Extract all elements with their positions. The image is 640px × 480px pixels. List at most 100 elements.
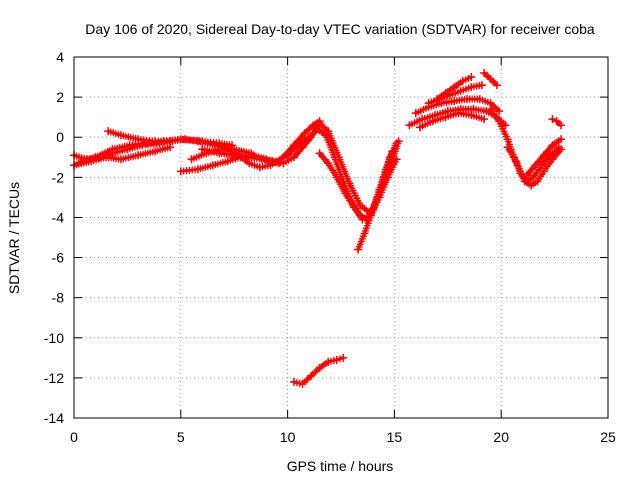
sample-mark	[465, 111, 473, 119]
sample-mark	[255, 155, 263, 163]
sample-mark	[502, 133, 510, 141]
sample-mark	[320, 130, 328, 138]
sample-mark	[527, 175, 535, 183]
y-tick-label: 2	[56, 89, 64, 105]
data-point	[522, 171, 531, 180]
sample-mark	[547, 158, 555, 166]
sample-mark	[206, 162, 214, 170]
sample-mark	[348, 201, 356, 209]
sample-mark	[106, 146, 114, 154]
sample-mark	[493, 115, 501, 123]
sample-mark	[140, 140, 148, 148]
data-point	[539, 151, 548, 160]
sample-mark	[484, 73, 492, 81]
data-point	[557, 145, 566, 154]
sample-mark	[473, 95, 481, 103]
sample-mark	[123, 142, 131, 150]
sample-mark	[536, 164, 544, 172]
sample-mark	[530, 163, 538, 171]
sample-mark	[457, 79, 465, 87]
sample-mark	[191, 166, 199, 174]
sample-mark	[422, 104, 430, 112]
sample-mark	[538, 153, 546, 161]
y-tick-label: -2	[52, 169, 65, 185]
sample-mark	[480, 107, 488, 115]
sample-mark	[448, 85, 456, 93]
sample-mark	[465, 84, 473, 92]
y-tick-label: 4	[56, 49, 64, 65]
sample-mark	[191, 137, 199, 145]
data-point	[315, 149, 324, 158]
sample-mark	[305, 374, 313, 382]
series-line	[292, 356, 345, 386]
plot-area-frame	[73, 56, 609, 419]
sample-mark	[322, 157, 330, 165]
x-tick-label: 15	[387, 429, 403, 445]
sample-mark	[132, 135, 140, 143]
sample-mark	[336, 355, 344, 363]
sample-mark	[200, 150, 208, 158]
sample-mark	[464, 74, 472, 82]
sample-mark	[303, 135, 311, 143]
y-tick-label: -6	[52, 250, 65, 266]
sample-mark	[228, 151, 236, 159]
sample-mark	[213, 149, 221, 157]
sample-mark	[475, 82, 483, 90]
sample-mark	[307, 123, 315, 131]
x-tick-label: 20	[493, 429, 509, 445]
sample-mark	[114, 130, 122, 138]
sample-mark	[164, 144, 172, 152]
x-tick-label: 0	[70, 429, 78, 445]
y-tick-label: -4	[52, 209, 65, 225]
y-tick-label: 0	[56, 129, 64, 145]
x-tick-label: 10	[280, 429, 296, 445]
sample-mark	[426, 118, 434, 126]
sample-mark	[209, 141, 217, 149]
sample-mark	[491, 79, 499, 87]
sample-mark	[331, 171, 339, 179]
sample-mark	[89, 154, 97, 162]
sample-mark	[440, 91, 448, 99]
data-series	[70, 69, 566, 388]
series-arc-17	[480, 69, 501, 90]
sample-mark	[520, 175, 528, 183]
chart-title: Day 106 of 2020, Sidereal Day-to-day VTE…	[85, 21, 595, 37]
sample-mark	[555, 137, 563, 145]
sample-mark	[330, 357, 338, 365]
sample-mark	[547, 143, 555, 151]
x-tick-label: 25	[600, 429, 616, 445]
y-tick-label: -12	[44, 370, 64, 386]
sample-mark	[277, 159, 285, 167]
y-axis-label: SDTVAR / TECUs	[6, 182, 22, 294]
data-point	[531, 161, 540, 170]
sample-mark	[448, 98, 456, 106]
series-arc-15	[433, 73, 476, 104]
sample-mark	[511, 155, 519, 163]
sample-mark	[531, 179, 539, 187]
sample-mark	[439, 114, 447, 122]
sample-mark	[292, 143, 300, 151]
sample-mark	[484, 98, 492, 106]
x-tick-label: 5	[177, 429, 185, 445]
series-arc-11	[290, 353, 348, 388]
sample-mark	[372, 196, 380, 204]
sample-mark	[357, 213, 365, 221]
sample-mark	[355, 199, 363, 207]
sample-mark	[538, 170, 546, 178]
sample-mark	[330, 151, 338, 159]
y-tick-label: -10	[44, 330, 64, 346]
sample-mark	[478, 114, 486, 122]
sample-mark	[243, 153, 251, 161]
sample-mark	[299, 131, 307, 139]
sample-mark	[149, 148, 157, 156]
y-tick-label: -14	[44, 410, 64, 426]
sample-mark	[266, 157, 274, 165]
series-arc-19	[503, 143, 566, 190]
sample-mark	[391, 142, 399, 150]
axis-ticks: 0 5 10 15 20 25 -14 -12 -10 -8 -6 -4 -2 0 2 4	[44, 49, 616, 445]
series-arc-13	[411, 95, 504, 118]
sample-mark	[287, 155, 295, 163]
data-point	[548, 115, 557, 124]
sample-mark	[157, 138, 165, 146]
